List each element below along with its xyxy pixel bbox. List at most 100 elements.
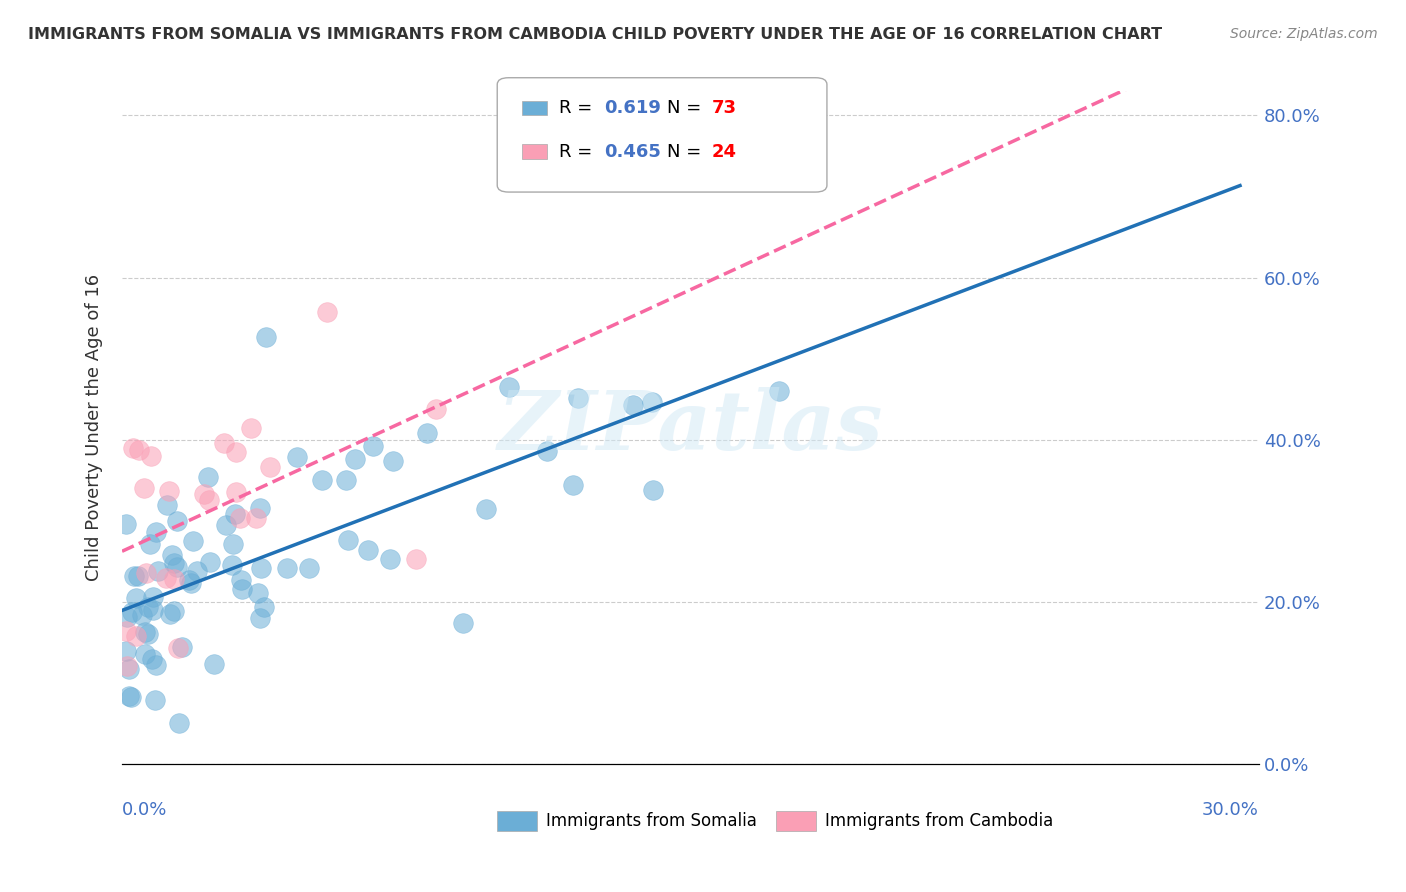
Point (132, 481, 155, 495)
Text: Immigrants from Cambodia: Immigrants from Cambodia (825, 812, 1053, 830)
Point (225, 484, 247, 499)
Point (425, 402, 447, 417)
Point (250, 561, 273, 575)
Point (166, 560, 188, 574)
Point (768, 384, 790, 399)
Point (222, 536, 245, 550)
Point (155, 571, 177, 585)
Point (163, 604, 186, 618)
Point (640, 395, 662, 409)
Point (249, 501, 271, 516)
Point (120, 690, 142, 704)
Point (177, 573, 200, 587)
Point (131, 608, 153, 623)
Point (202, 657, 225, 671)
Point (378, 551, 401, 566)
Point (136, 599, 159, 614)
Text: R =: R = (558, 143, 598, 161)
Point (225, 445, 247, 459)
Point (121, 442, 143, 456)
Point (357, 543, 380, 558)
Point (145, 658, 167, 673)
FancyBboxPatch shape (522, 101, 547, 115)
Point (142, 590, 165, 604)
Point (197, 470, 219, 484)
FancyBboxPatch shape (498, 811, 537, 831)
Point (180, 576, 202, 591)
Point (245, 511, 267, 525)
Point (198, 555, 221, 569)
Point (198, 492, 221, 507)
Point (142, 603, 165, 617)
Point (156, 498, 179, 512)
Point (229, 574, 252, 588)
Point (134, 566, 156, 580)
Point (125, 629, 148, 643)
Point (453, 616, 475, 631)
Point (134, 624, 156, 639)
Point (166, 640, 188, 655)
Y-axis label: Child Poverty Under the Age of 16: Child Poverty Under the Age of 16 (86, 274, 103, 581)
Text: 30.0%: 30.0% (1202, 801, 1258, 819)
Point (166, 514, 188, 528)
Point (335, 473, 357, 487)
Text: Immigrants from Somalia: Immigrants from Somalia (546, 812, 756, 830)
Point (163, 556, 186, 570)
Point (498, 380, 520, 394)
Text: N =: N = (666, 143, 707, 161)
Text: N =: N = (666, 99, 707, 117)
Point (361, 439, 384, 453)
Point (567, 391, 589, 405)
Point (163, 572, 186, 586)
Text: 0.465: 0.465 (605, 143, 661, 161)
Point (118, 662, 141, 676)
Point (117, 609, 139, 624)
Point (160, 548, 183, 562)
Point (115, 659, 138, 673)
Text: R =: R = (558, 99, 598, 117)
Point (145, 525, 167, 540)
Point (381, 453, 404, 467)
Point (128, 443, 150, 458)
Point (224, 507, 246, 521)
Point (122, 569, 145, 583)
Point (536, 444, 558, 458)
Point (141, 652, 163, 666)
Point (170, 640, 193, 654)
Point (247, 585, 270, 599)
Point (643, 483, 665, 497)
Text: ZIPatlas: ZIPatlas (498, 387, 883, 467)
Text: 73: 73 (711, 99, 737, 117)
Point (148, 564, 170, 578)
Text: Source: ZipAtlas.com: Source: ZipAtlas.com (1230, 27, 1378, 41)
Text: 0.0%: 0.0% (122, 801, 167, 819)
Point (561, 477, 583, 491)
Point (231, 582, 253, 596)
Point (229, 510, 252, 524)
Point (141, 450, 163, 464)
Point (134, 647, 156, 661)
Point (285, 450, 308, 464)
Point (276, 561, 298, 575)
Point (239, 421, 262, 435)
Point (118, 690, 141, 704)
Point (159, 484, 181, 499)
FancyBboxPatch shape (498, 78, 827, 192)
Point (193, 486, 215, 500)
Point (215, 517, 238, 532)
Point (139, 537, 162, 551)
Point (311, 473, 333, 487)
FancyBboxPatch shape (522, 145, 547, 159)
Point (186, 564, 208, 578)
Point (167, 716, 190, 731)
Point (125, 591, 148, 606)
Point (121, 605, 143, 619)
Point (181, 534, 204, 549)
Point (159, 607, 181, 622)
Point (259, 459, 281, 474)
Text: 24: 24 (711, 143, 737, 161)
Point (221, 558, 243, 573)
Point (115, 516, 138, 531)
Point (115, 643, 138, 657)
Point (344, 452, 367, 467)
